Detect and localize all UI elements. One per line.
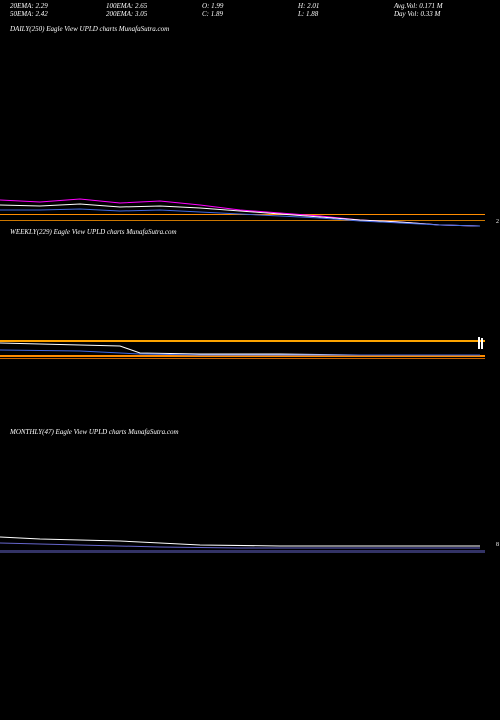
weekly-series-svg <box>0 335 485 360</box>
stat-low: L: 1.88 <box>298 10 394 18</box>
stat-avgvol: Avg.Vol: 0.171 M <box>394 2 490 10</box>
daily-chart-area: 2 <box>0 180 485 230</box>
monthly-vlabel: 8 <box>496 542 499 548</box>
stat-200ema: 200EMA: 3.05 <box>106 10 202 18</box>
stat-20ema: 20EMA: 2.29 <box>10 2 106 10</box>
header-stats: 20EMA: 2.29 100EMA: 2.65 O: 1.99 H: 2.01… <box>0 0 500 20</box>
daily-series-1 <box>0 204 480 226</box>
weekly-candle-0 <box>478 337 480 349</box>
stat-close: C: 1.89 <box>202 10 298 18</box>
stat-100ema: 100EMA: 2.65 <box>106 2 202 10</box>
daily-chart-title: DAILY(250) Eagle View UPLD charts Munafa… <box>0 25 169 33</box>
stat-50ema: 50EMA: 2.42 <box>10 10 106 18</box>
monthly-chart-area: 8 <box>0 535 485 555</box>
monthly-chart-title: MONTHLY(47) Eagle View UPLD charts Munaf… <box>0 428 179 436</box>
stat-dayvol: Day Vol: 0.33 M <box>394 10 490 18</box>
daily-series-2 <box>0 209 480 226</box>
monthly-series-svg <box>0 535 485 555</box>
daily-series-svg <box>0 180 485 230</box>
weekly-series-0 <box>0 343 480 355</box>
daily-series-0 <box>0 199 480 226</box>
stat-high: H: 2.01 <box>298 2 394 10</box>
weekly-chart-area <box>0 335 485 360</box>
stat-open: O: 1.99 <box>202 2 298 10</box>
daily-vlabel: 2 <box>496 219 499 225</box>
weekly-chart-title: WEEKLY(229) Eagle View UPLD charts Munaf… <box>0 228 177 236</box>
weekly-candle-1 <box>481 338 483 349</box>
